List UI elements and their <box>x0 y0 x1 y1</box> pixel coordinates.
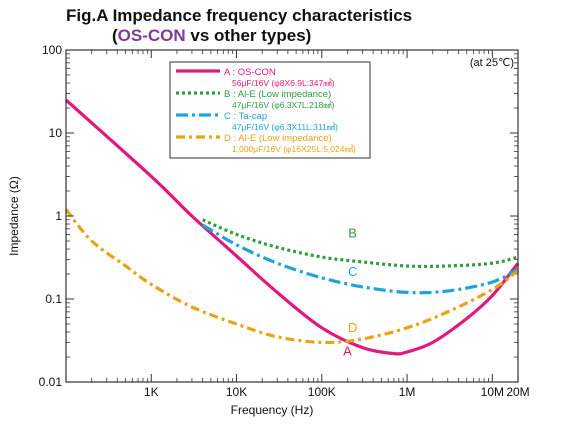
series-label-c: C <box>348 264 357 279</box>
series-line-d <box>64 208 519 345</box>
y-tick-label: 100 <box>42 43 62 57</box>
legend-label-a: A : OS-CON <box>224 67 276 78</box>
series-line-c <box>201 223 519 295</box>
chart-title: Fig.A Impedance frequency characteristic… <box>66 6 413 25</box>
chart-subtitle: (OS-CON vs other types) <box>112 26 311 46</box>
legend-label-d: D : Al-E (Low impedance) <box>224 133 332 144</box>
x-axis-label: Frequency (Hz) <box>231 403 314 417</box>
legend-label-c: C : Ta-cap <box>224 111 267 122</box>
x-tick-label: 10K <box>226 385 247 399</box>
series-label-b: B <box>348 226 357 241</box>
y-axis-label: Impedance (Ω) <box>7 176 21 256</box>
subtitle-accent: OS-CON <box>117 26 186 45</box>
axis-layer: 1K 10K 100K 1M 10M 20M 100 10 1 0.1 0.01 Frequency … <box>7 43 530 417</box>
series-label-d: D <box>348 320 357 335</box>
y-tick-label: 0.1 <box>45 292 62 306</box>
x-tick-label: 1K <box>144 385 159 399</box>
legend-label-b: B : Al-E (Low impedance) <box>224 89 331 100</box>
x-tick-label: 20M <box>506 385 529 399</box>
legend-box <box>169 61 371 159</box>
series-line-b <box>201 218 519 269</box>
y-tick-label: 10 <box>49 126 63 140</box>
x-tick-label: 1M <box>399 385 416 399</box>
legend-detail-c: 47μF/16V (φ6.3X11L:311㎣) <box>232 122 338 132</box>
x-tick-label: 100K <box>308 385 336 399</box>
y-tick-label: 1 <box>55 209 62 223</box>
x-tick-label: 10M <box>481 385 504 399</box>
series-label-a: A <box>343 343 352 358</box>
legend-detail-d: 1,000μF/16V (φ16X25L:5,024㎣) <box>232 144 356 154</box>
subtitle-rest: vs other types) <box>185 26 312 45</box>
subtitle-open: ( <box>112 26 118 45</box>
temperature-annotation: (at 25℃) <box>470 57 514 69</box>
legend-detail-b: 47μF/16V (φ6.3X7L:218㎣) <box>232 100 335 110</box>
series-layer: A B C D <box>64 98 520 358</box>
y-tick-label: 0.01 <box>39 375 63 389</box>
series-line-a <box>64 98 520 356</box>
legend-detail-a: 56μF/16V (φ8X6.9L:347㎣) <box>232 78 335 88</box>
